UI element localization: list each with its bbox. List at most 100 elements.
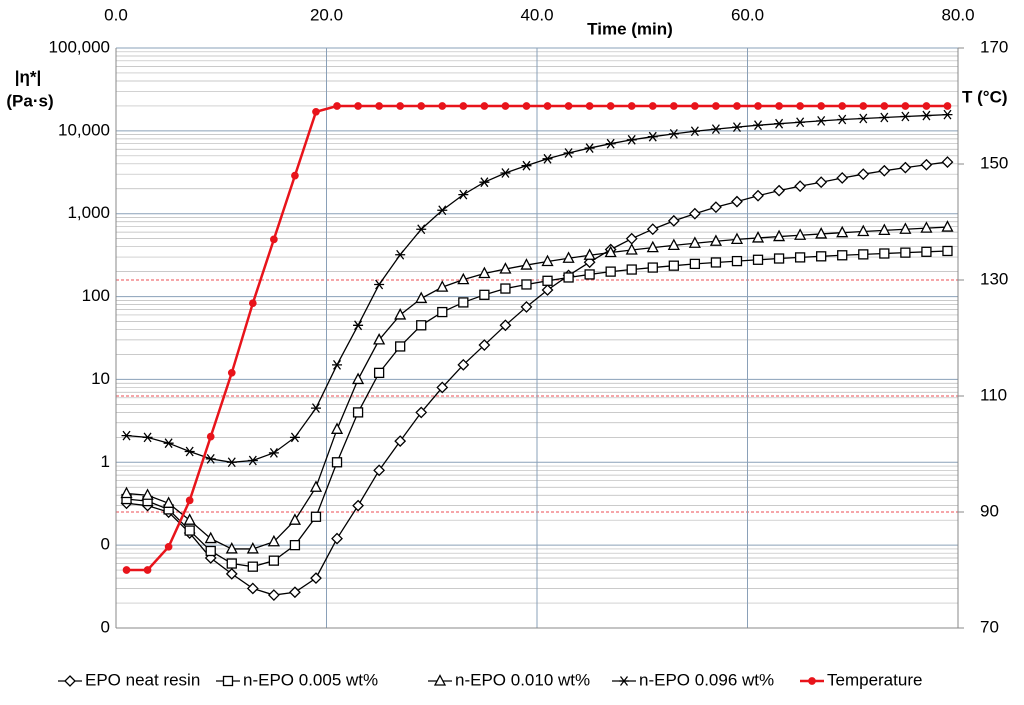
point (775, 102, 783, 110)
point (878, 164, 891, 177)
point (395, 341, 406, 352)
point (520, 301, 533, 313)
legend-label: n-EPO 0.005 wt% (243, 670, 378, 689)
point (352, 407, 364, 418)
x-axis-label: Time (min) (587, 19, 673, 38)
point (394, 435, 407, 448)
point (773, 253, 785, 264)
point (246, 542, 259, 554)
point (752, 189, 764, 202)
point (648, 102, 657, 110)
point (222, 675, 234, 687)
point (521, 279, 532, 290)
point (543, 102, 552, 110)
point (143, 566, 152, 574)
point (900, 111, 911, 122)
point (478, 339, 491, 351)
point (625, 243, 638, 255)
point (795, 117, 806, 128)
point (458, 189, 469, 200)
point (857, 224, 870, 237)
point (564, 102, 573, 110)
point (857, 168, 870, 181)
point (437, 205, 448, 216)
point (941, 156, 954, 168)
point (479, 177, 490, 188)
y2-axis-label: T (°C) (962, 87, 1008, 106)
point (646, 223, 659, 236)
point (375, 102, 383, 110)
point (562, 251, 575, 263)
point (500, 168, 511, 178)
point (688, 236, 701, 248)
point (836, 225, 849, 238)
x-tick-label: 20.0 (310, 5, 343, 24)
point (584, 143, 595, 153)
point (458, 297, 469, 308)
point (619, 676, 629, 686)
point (205, 545, 216, 557)
point (669, 102, 678, 110)
point (794, 228, 807, 240)
point (268, 447, 279, 458)
point (604, 245, 617, 258)
point (837, 250, 848, 261)
point (64, 675, 76, 687)
point (227, 368, 236, 377)
point (122, 566, 131, 574)
point (521, 160, 532, 171)
point (205, 453, 216, 464)
series-line (126, 113, 948, 463)
point (943, 102, 952, 110)
point (796, 102, 804, 110)
point (183, 513, 196, 525)
point (248, 299, 257, 308)
series-line (126, 161, 948, 596)
x-tick-label: 40.0 (520, 5, 553, 24)
point (268, 555, 280, 566)
point (879, 248, 890, 259)
point (625, 232, 638, 245)
point (942, 245, 953, 257)
point (438, 102, 447, 110)
y2-tick-label: 110 (980, 385, 1007, 404)
y2-tick-label: 70 (980, 617, 999, 636)
y-tick-label: 0 (101, 617, 110, 636)
point (267, 534, 280, 547)
point (878, 223, 891, 235)
point (754, 102, 762, 110)
point (374, 279, 385, 290)
point (354, 102, 362, 110)
point (499, 319, 512, 332)
y2-tick-label: 90 (980, 501, 999, 520)
x-tick-label: 0.0 (104, 5, 128, 24)
y-tick-label: 1,000 (67, 203, 110, 222)
point (480, 102, 489, 110)
point (436, 381, 449, 394)
point (691, 102, 699, 110)
point (689, 126, 700, 137)
point (373, 333, 386, 345)
y-axis-label: (Pa·s) (6, 91, 53, 110)
point (710, 201, 722, 214)
point (808, 677, 816, 685)
point (838, 102, 847, 110)
point (542, 275, 553, 286)
y-tick-label: 1 (101, 452, 110, 471)
legend-label: n-EPO 0.010 wt% (455, 670, 590, 689)
point (289, 586, 301, 599)
point (522, 102, 531, 110)
point (688, 207, 701, 220)
point (817, 102, 826, 110)
point (184, 525, 195, 536)
point (459, 102, 468, 110)
point (142, 432, 153, 443)
point (226, 457, 237, 468)
point (667, 214, 680, 227)
point (731, 255, 743, 267)
point (289, 432, 300, 443)
point (121, 430, 132, 441)
point (289, 539, 301, 551)
point (520, 258, 533, 270)
point (416, 320, 427, 331)
